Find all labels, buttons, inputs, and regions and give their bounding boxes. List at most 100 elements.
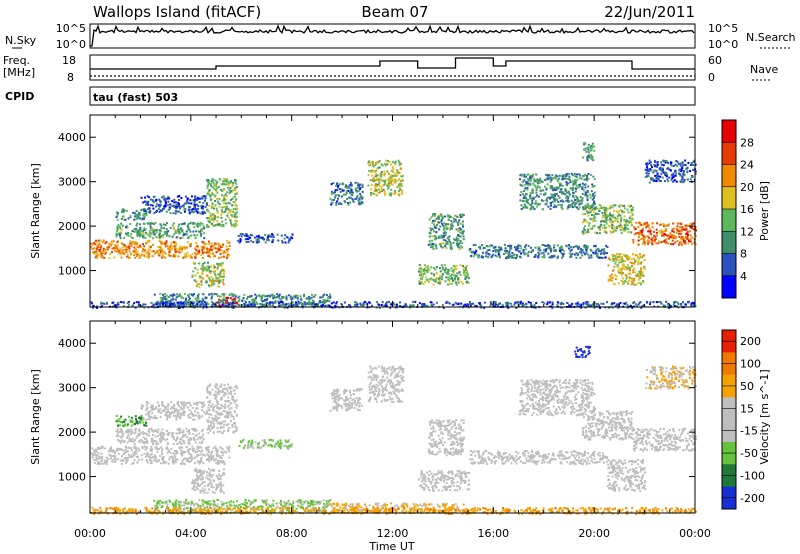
echo-cell: [250, 305, 253, 308]
echo-cell: [385, 301, 388, 304]
echo-cell: [570, 203, 573, 206]
echo-cell: [487, 252, 490, 255]
echo-cell: [664, 161, 667, 164]
echo-cell: [398, 178, 401, 180]
echo-cell: [446, 242, 449, 245]
echo-cell: [94, 256, 97, 259]
echo-cell: [442, 232, 445, 235]
echo-cell: [226, 186, 229, 189]
echo-cell: [450, 273, 453, 276]
echo-cell: [581, 188, 584, 190]
echo-cell: [120, 218, 123, 220]
echo-cell: [629, 266, 632, 269]
echo-cell: [424, 281, 427, 283]
echo-cell: [637, 260, 640, 263]
echo-cell: [560, 205, 563, 208]
echo-cell: [542, 251, 545, 254]
echo-cell: [504, 302, 507, 304]
echo-cell: [593, 200, 596, 203]
echo-cell: [640, 261, 643, 264]
echo-cell: [224, 210, 227, 213]
echo-cell: [564, 188, 567, 190]
echo-cell: [641, 256, 644, 259]
echo-cell: [626, 208, 629, 211]
echo-cell: [128, 247, 131, 250]
echo-cell: [446, 240, 449, 243]
echo-cell: [116, 303, 119, 306]
echo-cell: [222, 250, 225, 253]
echo-cell: [691, 242, 694, 245]
echo-cell: [617, 282, 620, 285]
echo-cell: [376, 190, 379, 193]
echo-cell: [623, 224, 626, 226]
echo-cell: [573, 172, 576, 175]
echo-cell: [104, 248, 107, 251]
echo-cell: [279, 304, 282, 307]
echo-cell: [552, 196, 555, 199]
echo-cell: [623, 227, 626, 230]
echo-cell: [510, 302, 512, 305]
echo-cell: [228, 192, 231, 195]
echo-cell: [166, 222, 168, 225]
echo-cell: [621, 211, 624, 214]
echo-cell: [199, 234, 202, 237]
echo-cell: [672, 235, 675, 238]
echo-cell: [475, 250, 478, 253]
echo-cell: [645, 172, 648, 175]
echo-cell: [584, 191, 587, 194]
echo-cell: [541, 199, 543, 202]
echo-cell: [546, 303, 549, 306]
echo-cell: [219, 270, 222, 273]
echo-cell: [637, 273, 640, 275]
echo-cell: [593, 207, 596, 210]
echo-cell: [676, 164, 679, 167]
echo-cell: [272, 239, 275, 242]
echo-cell: [527, 202, 530, 205]
echo-cell: [388, 180, 391, 183]
echo-cell: [203, 301, 206, 304]
echo-cell: [222, 297, 225, 300]
echo-cell: [391, 178, 394, 181]
echo-cell: [243, 302, 246, 305]
echo-cell: [642, 280, 645, 283]
echo-cell: [656, 172, 659, 175]
echo-cell: [660, 172, 663, 175]
echo-cell: [196, 295, 199, 297]
echo-cell: [153, 195, 156, 198]
echo-cell: [653, 234, 655, 237]
echo-cell: [497, 302, 500, 305]
echo-cell: [159, 292, 162, 295]
echo-cell: [420, 270, 423, 273]
echo-cell: [635, 283, 638, 286]
echo-cell: [164, 197, 167, 200]
echo-cell: [338, 183, 341, 186]
echo-cell: [500, 246, 502, 249]
echo-cell: [119, 301, 122, 304]
echo-cell: [93, 252, 96, 255]
echo-cell: [111, 251, 113, 254]
echo-cell: [371, 174, 374, 177]
echo-cell: [529, 183, 532, 186]
echo-cell: [220, 457, 223, 459]
echo-cell: [376, 162, 379, 164]
echo-cell: [676, 225, 679, 228]
echo-cell: [197, 250, 200, 253]
echo-cell: [208, 255, 211, 258]
echo-cell: [625, 220, 628, 223]
echo-cell: [572, 184, 575, 187]
echo-cell: [231, 185, 234, 188]
echo-cell: [389, 194, 392, 197]
echo-cell: [430, 229, 432, 232]
echo-cell: [644, 176, 647, 179]
echo-cell: [237, 234, 240, 237]
echo-cell: [203, 261, 206, 264]
echo-cell: [501, 304, 504, 307]
echo-cell: [159, 250, 162, 253]
echo-cell: [657, 178, 660, 180]
echo-cell: [527, 182, 530, 185]
echo-cell: [568, 252, 571, 255]
echo-cell: [254, 298, 257, 301]
echo-cell: [218, 202, 221, 205]
echo-cell: [247, 304, 250, 307]
echo-cell: [508, 250, 511, 253]
